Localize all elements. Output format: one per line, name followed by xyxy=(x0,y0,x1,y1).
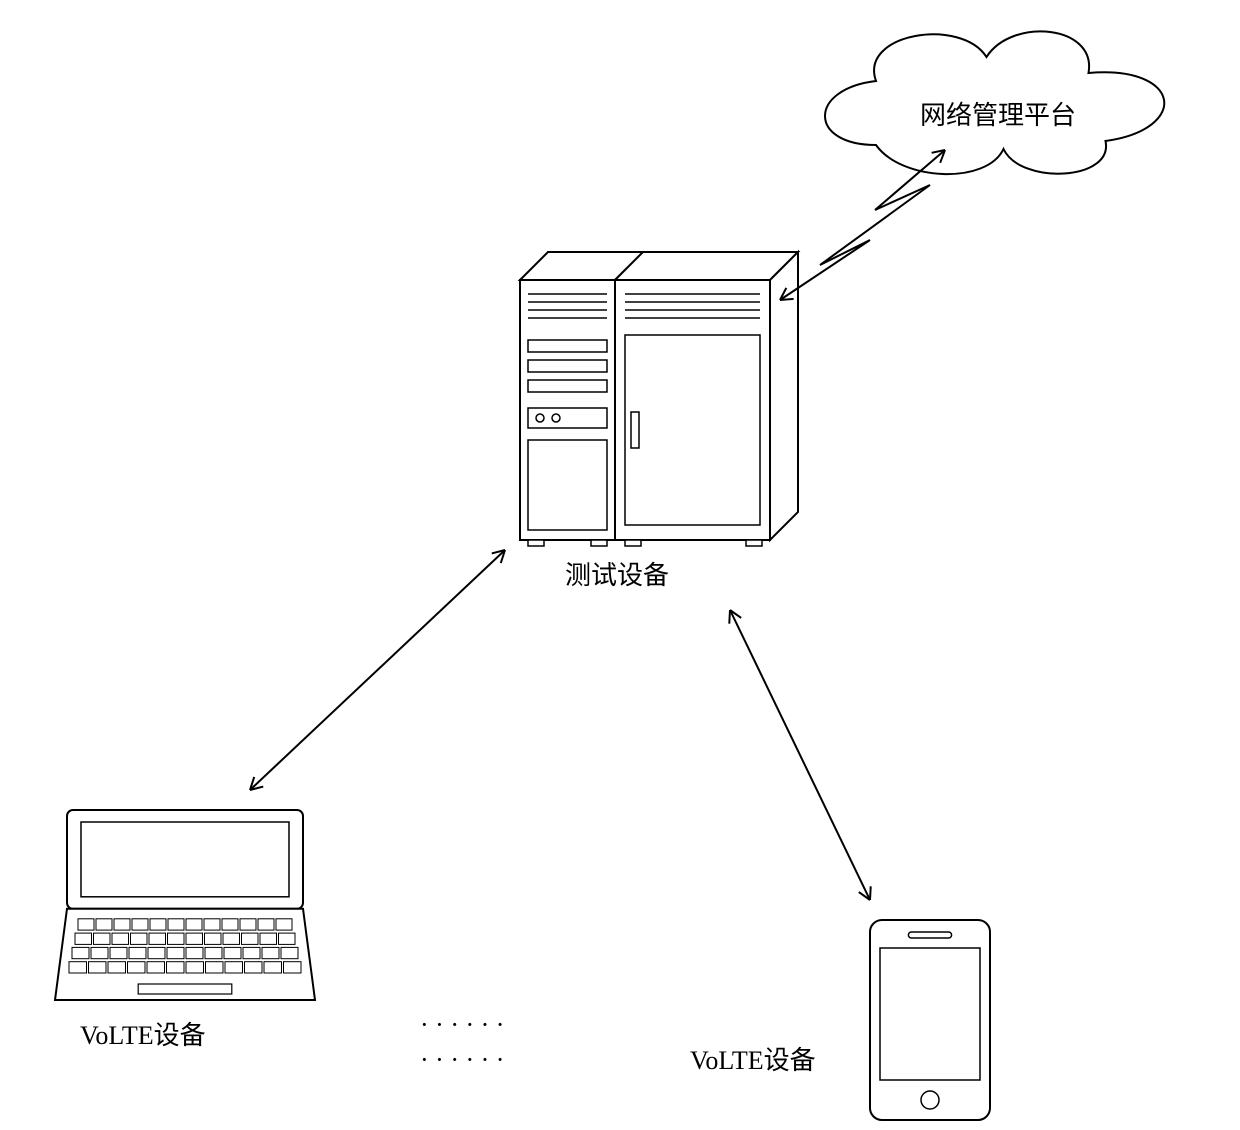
ellipsis-row-2: · · · · · · xyxy=(420,1045,504,1075)
cloud-label: 网络管理平台 xyxy=(920,95,1076,132)
ellipsis-row-1: · · · · · · xyxy=(420,1010,504,1040)
server-label: 测试设备 xyxy=(565,555,669,592)
laptop-label: VoLTE设备 xyxy=(80,1015,206,1052)
diagram-canvas: 网络管理平台 测试设备 VoLTE设备 VoLTE设备 · · · · · · … xyxy=(0,0,1240,1130)
phone-label: VoLTE设备 xyxy=(690,1040,816,1077)
